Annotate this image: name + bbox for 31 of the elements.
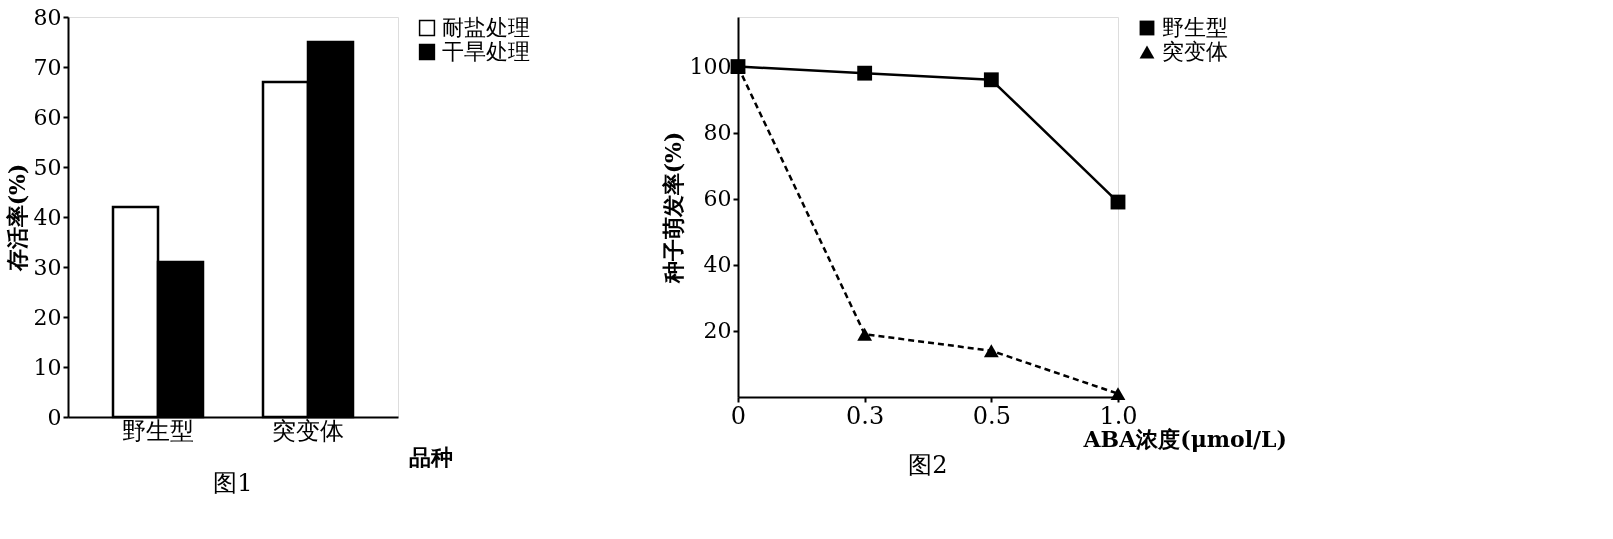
legend-label: 干旱处理 <box>442 39 530 64</box>
y-tick-label: 50 <box>33 154 62 180</box>
y-tick-label: 60 <box>703 186 732 212</box>
x-axis-title: 品种 <box>408 443 453 470</box>
text: 图1 <box>213 469 253 497</box>
y-tick-label: 20 <box>703 318 732 344</box>
x-tick-label: 0.3 <box>846 401 885 430</box>
y-axis-title: 种子萌发率(%) <box>659 131 686 285</box>
x-tick-label: 野生型 <box>122 416 194 445</box>
y-tick-label: 30 <box>33 254 62 280</box>
point <box>983 72 999 88</box>
y-axis-title: 存活率(%) <box>3 163 30 273</box>
y-tick-label: 60 <box>33 104 62 130</box>
point <box>983 344 999 358</box>
y-tick-label: 10 <box>33 354 62 380</box>
y-tick-label: 20 <box>33 304 62 330</box>
y-tick-label: 80 <box>33 4 62 30</box>
y-tick-label: 100 <box>689 54 732 80</box>
x-tick-label: 0.5 <box>972 401 1011 430</box>
y-tick-label: 40 <box>703 252 732 278</box>
x-tick-label: 突变体 <box>272 416 344 445</box>
legend-label: 突变体 <box>1162 39 1228 64</box>
legend-label: 耐盐处理 <box>442 15 530 40</box>
legend-label: 野生型 <box>1162 15 1228 40</box>
text: 图2 <box>908 451 948 479</box>
point <box>857 65 873 81</box>
y-tick-label: 80 <box>703 120 732 146</box>
y-tick-label: 70 <box>33 54 62 80</box>
y-tick-label: 40 <box>33 204 62 230</box>
point <box>857 327 873 341</box>
point <box>1110 387 1126 401</box>
